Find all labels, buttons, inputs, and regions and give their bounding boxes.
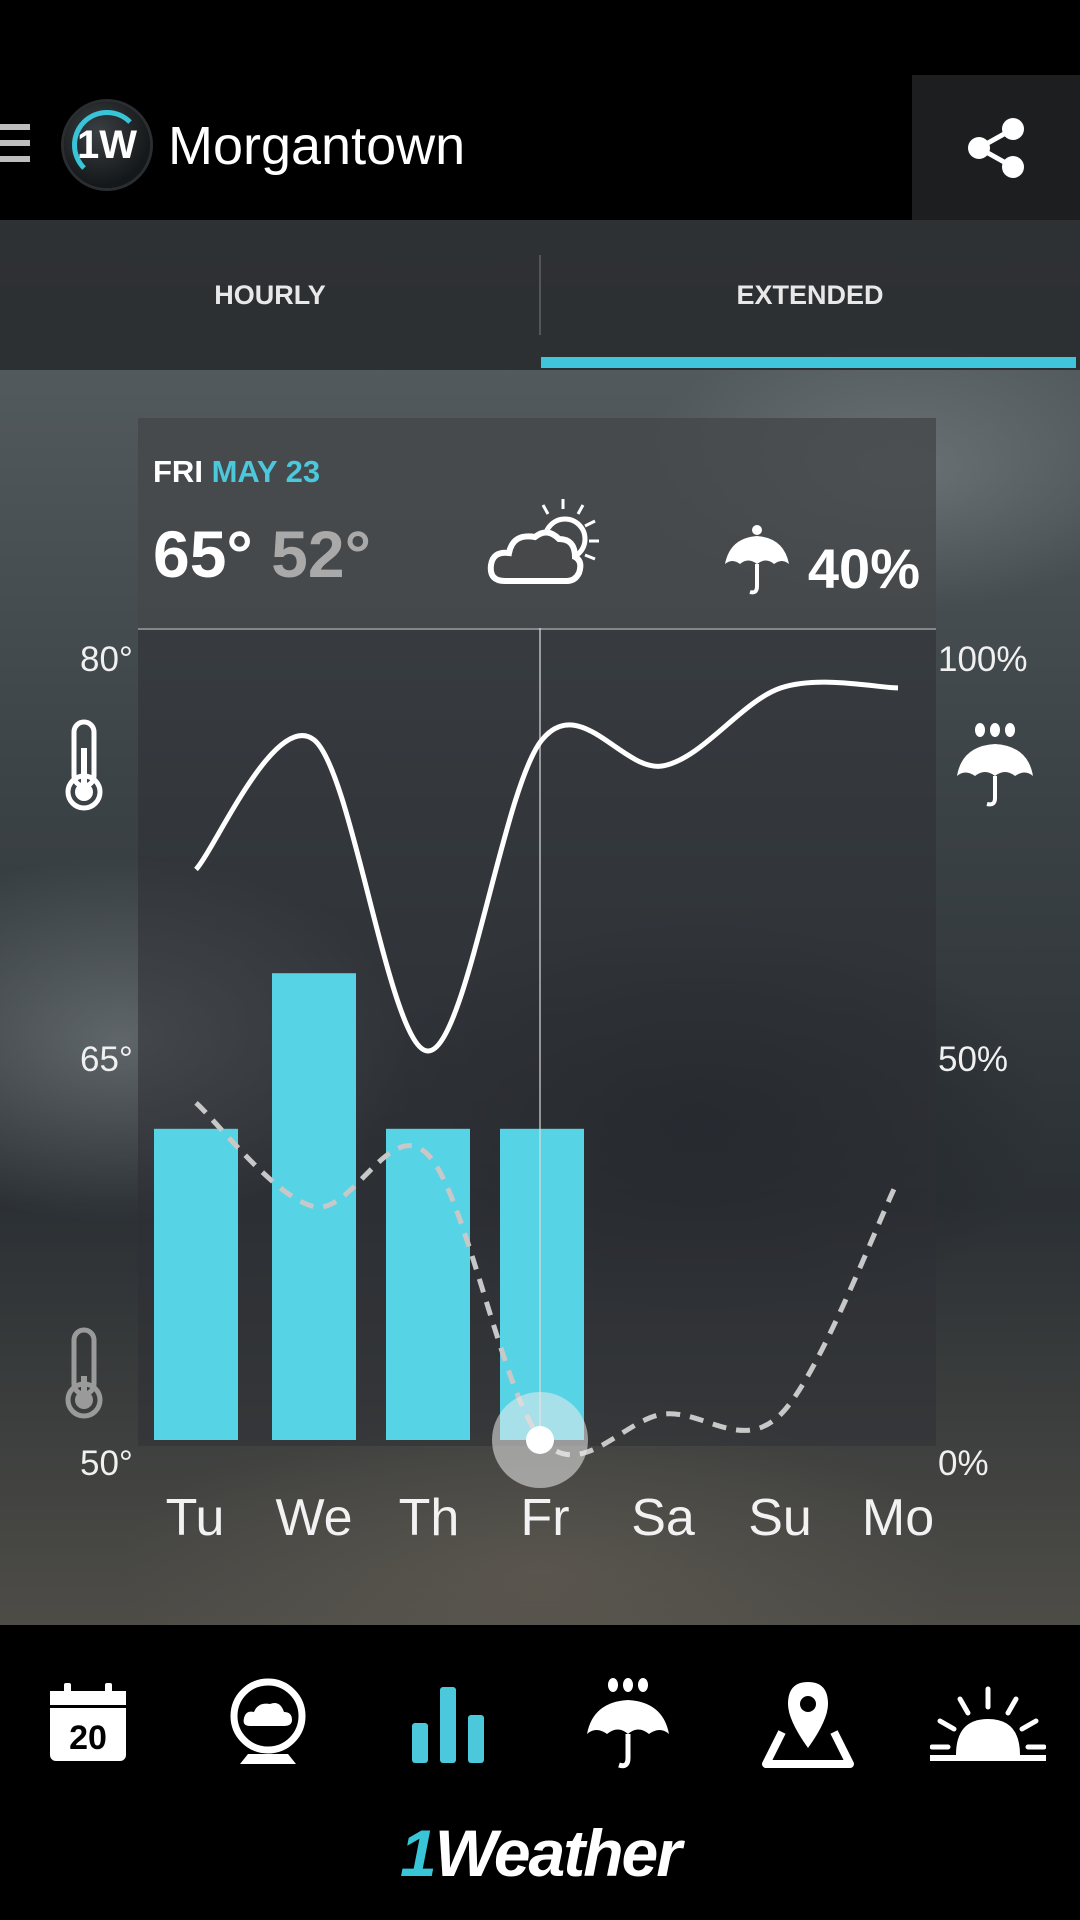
calendar-date-text: 20: [69, 1719, 107, 1757]
app-logo[interactable]: 1W: [64, 102, 150, 188]
day-label-mo[interactable]: Mo: [861, 1489, 935, 1547]
day-label-tu[interactable]: Tu: [165, 1489, 225, 1547]
detail-date: FRI MAY 23: [153, 454, 320, 490]
rain-umbrella-icon: [587, 1678, 669, 1769]
share-icon: [968, 117, 1024, 178]
detail-temps: 65° 52°: [153, 516, 371, 592]
city-title[interactable]: Morgantown: [168, 116, 466, 176]
nav-calendar[interactable]: 20: [28, 1653, 148, 1793]
tab-extended[interactable]: EXTENDED: [736, 279, 884, 310]
day-detail-card: FRI MAY 23 65° 52° 40%: [138, 418, 936, 628]
forecast-tabs: HOURLY EXTENDED: [0, 220, 1080, 370]
left-axis-label-bottom: 50°: [80, 1444, 133, 1483]
partly-sunny-icon: [487, 499, 599, 584]
day-label-th[interactable]: Th: [398, 1489, 460, 1547]
share-button[interactable]: [912, 75, 1080, 220]
menu-icon[interactable]: [0, 124, 30, 172]
top-bar: 1W Morgantown: [0, 0, 1080, 220]
detail-high: 65°: [153, 517, 253, 591]
bar-chart-icon: [412, 1687, 484, 1763]
brand-wordmark: 1Weather: [0, 1815, 1080, 1891]
detail-precip-value: 40%: [807, 537, 920, 600]
calendar-icon: 20: [50, 1683, 126, 1761]
left-axis-label-mid: 65°: [80, 1040, 133, 1079]
detail-low: 52°: [271, 517, 371, 591]
rain-umbrella-axis-icon: [957, 723, 1033, 807]
tab-hourly[interactable]: HOURLY: [214, 279, 326, 310]
tab-selected-indicator: [541, 357, 1076, 368]
detail-day: FRI: [153, 454, 203, 489]
left-axis-label-top: 80°: [80, 640, 133, 679]
chart-panel: [138, 628, 936, 1446]
thermometer-high-icon: [65, 719, 103, 811]
nav-maps[interactable]: [748, 1653, 868, 1793]
brand-prefix: 1: [400, 1816, 437, 1890]
thermometer-low-icon: [65, 1327, 103, 1419]
day-label-we[interactable]: We: [275, 1489, 353, 1547]
right-axis-label-bottom: 0%: [938, 1444, 989, 1483]
day-label-sa[interactable]: Sa: [631, 1489, 695, 1547]
day-label-su[interactable]: Su: [748, 1489, 812, 1547]
brand-text: Weather: [434, 1816, 682, 1890]
nav-sun-moon[interactable]: [928, 1653, 1048, 1793]
detail-month-day: MAY 23: [211, 454, 321, 489]
nav-current-weather[interactable]: [208, 1653, 328, 1793]
tab-divider: [539, 255, 541, 335]
umbrella-icon: [725, 525, 790, 595]
right-axis-label-mid: 50%: [938, 1040, 1009, 1079]
detail-precip: 40%: [722, 524, 920, 601]
nav-extended-chart[interactable]: [388, 1653, 508, 1793]
sunrise-icon: [930, 1686, 1046, 1761]
weather-globe-icon: [230, 1678, 306, 1764]
map-pin-icon: [762, 1682, 854, 1768]
right-axis-label-top: 100%: [938, 640, 1028, 679]
day-label-fr[interactable]: Fr: [520, 1489, 570, 1547]
bottom-nav: 20: [0, 1625, 1080, 1920]
nav-precipitation[interactable]: [568, 1653, 688, 1793]
